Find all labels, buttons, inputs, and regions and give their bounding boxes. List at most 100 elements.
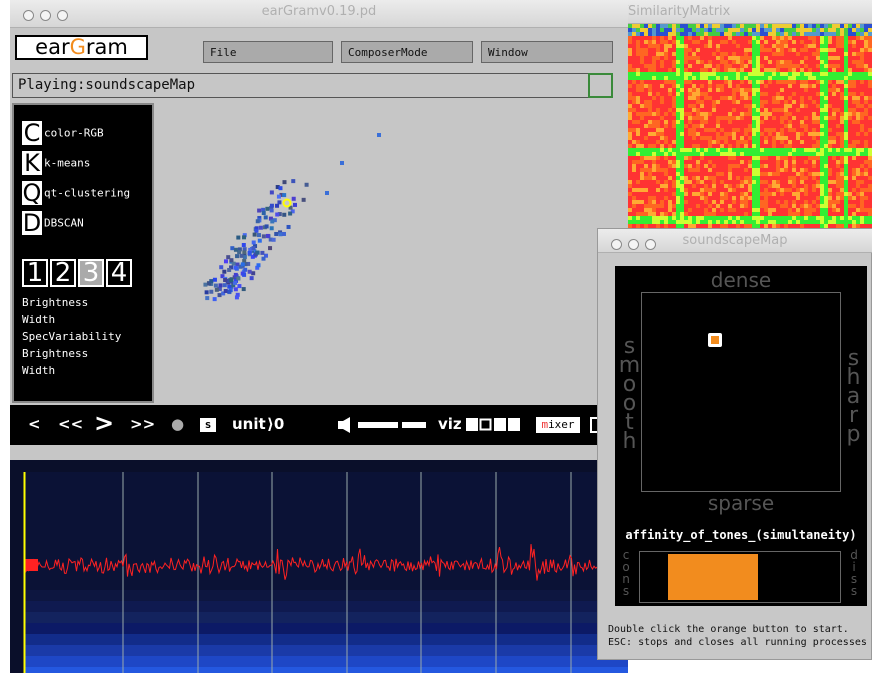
matrix-cell xyxy=(820,168,824,172)
matrix-cell xyxy=(636,204,640,208)
menu-button[interactable]: File xyxy=(203,41,333,63)
matrix-cell xyxy=(692,76,696,80)
affinity-slider[interactable] xyxy=(639,551,841,603)
matrix-cell xyxy=(712,128,716,132)
matrix-cell xyxy=(720,196,724,200)
start-button[interactable] xyxy=(708,333,722,347)
matrix-cell xyxy=(648,160,652,164)
matrix-cell xyxy=(804,164,808,168)
matrix-cell xyxy=(656,56,660,60)
matrix-cell xyxy=(632,188,636,192)
matrix-cell xyxy=(860,132,864,136)
matrix-cell xyxy=(804,208,808,212)
matrix-cell xyxy=(656,64,660,68)
page-button[interactable]: 3 xyxy=(78,259,104,287)
matrix-cell xyxy=(780,216,784,220)
matrix-cell xyxy=(844,220,848,224)
matrix-cell xyxy=(848,148,852,152)
matrix-cell xyxy=(864,168,868,172)
matrix-cell xyxy=(664,84,668,88)
matrix-cell xyxy=(708,100,712,104)
matrix-cell xyxy=(696,88,700,92)
clustering-option[interactable]: Qqt-clustering xyxy=(22,181,130,211)
matrix-cell xyxy=(812,164,816,168)
matrix-cell xyxy=(848,216,852,220)
help-line: ESC: stops and closes all running proces… xyxy=(608,636,867,649)
close[interactable] xyxy=(23,10,34,21)
prev-button[interactable]: < xyxy=(28,415,41,433)
matrix-cell xyxy=(728,152,732,156)
play-button[interactable]: > xyxy=(94,409,114,437)
record-button[interactable]: ● xyxy=(171,415,184,433)
forward-button[interactable]: >> xyxy=(130,415,155,433)
minimize[interactable] xyxy=(628,239,639,250)
matrix-cell xyxy=(732,52,736,56)
matrix-cell xyxy=(768,56,772,60)
matrix-cell xyxy=(668,64,672,68)
matrix-cell xyxy=(776,160,780,164)
matrix-cell xyxy=(736,28,740,32)
matrix-cell xyxy=(752,172,756,176)
matrix-cell xyxy=(724,24,728,28)
menu-button[interactable]: Window xyxy=(481,41,613,63)
matrix-cell xyxy=(716,148,720,152)
minimize[interactable] xyxy=(40,10,51,21)
rewind-button[interactable]: << xyxy=(58,415,83,433)
matrix-cell xyxy=(660,180,664,184)
matrix-cell xyxy=(708,212,712,216)
zoom[interactable] xyxy=(57,10,68,21)
matrix-cell xyxy=(792,104,796,108)
matrix-cell xyxy=(788,172,792,176)
matrix-cell xyxy=(688,160,692,164)
matrix-cell xyxy=(688,60,692,64)
matrix-cell xyxy=(816,136,820,140)
point xyxy=(234,273,238,277)
matrix-cell xyxy=(704,216,708,220)
matrix-cell xyxy=(712,36,716,40)
matrix-cell xyxy=(828,204,832,208)
clustering-option[interactable]: DDBSCAN xyxy=(22,211,130,241)
clustering-option[interactable]: Ccolor-RGB xyxy=(22,121,130,151)
matrix-cell xyxy=(664,160,668,164)
matrix-cell xyxy=(660,80,664,84)
matrix-cell xyxy=(748,84,752,88)
matrix-cell xyxy=(692,24,696,28)
matrix-cell xyxy=(832,220,836,224)
matrix-cell xyxy=(864,140,868,144)
menu-button[interactable]: ComposerMode xyxy=(341,41,473,63)
matrix-cell xyxy=(644,108,648,112)
matrix-cell xyxy=(740,72,744,76)
matrix-cell xyxy=(740,184,744,188)
matrix-cell xyxy=(812,176,816,180)
matrix-cell xyxy=(808,60,812,64)
matrix-cell xyxy=(640,196,644,200)
matrix-cell xyxy=(844,24,848,28)
map-panel: dense smooth sharp sparse affinity_of_to… xyxy=(615,266,867,606)
s-button[interactable]: s xyxy=(200,418,216,432)
close[interactable] xyxy=(611,239,622,250)
matrix-cell xyxy=(720,220,724,224)
matrix-cell xyxy=(836,52,840,56)
matrix-cell xyxy=(832,152,836,156)
viz-options[interactable] xyxy=(466,417,522,433)
matrix-cell xyxy=(820,160,824,164)
matrix-cell xyxy=(740,188,744,192)
clustering-option[interactable]: Kk-means xyxy=(22,151,130,181)
volume-slider[interactable] xyxy=(338,417,428,433)
matrix-cell xyxy=(772,100,776,104)
mixer-button[interactable]: mixer xyxy=(536,417,580,433)
matrix-cell xyxy=(644,160,648,164)
matrix-cell xyxy=(660,132,664,136)
matrix-cell xyxy=(756,200,760,204)
page-button[interactable]: 2 xyxy=(50,259,76,287)
page-button[interactable]: 1 xyxy=(22,259,48,287)
matrix-cell xyxy=(728,80,732,84)
matrix-cell xyxy=(720,184,724,188)
matrix-cell xyxy=(652,216,656,220)
zoom[interactable] xyxy=(645,239,656,250)
matrix-cell xyxy=(860,184,864,188)
matrix-cell xyxy=(788,196,792,200)
matrix-cell xyxy=(688,180,692,184)
page-button[interactable]: 4 xyxy=(106,259,132,287)
matrix-cell xyxy=(840,220,844,224)
